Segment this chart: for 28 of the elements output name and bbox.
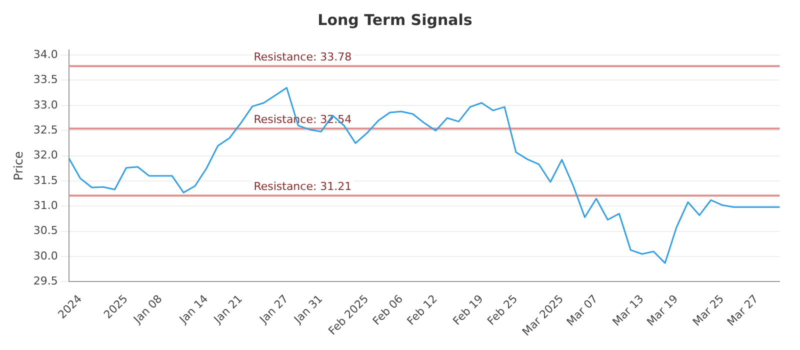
y-tick-label: 32.5 [33, 123, 58, 136]
x-tick-label: Mar 25 [690, 292, 726, 329]
y-tick-label: 31.5 [33, 174, 58, 187]
y-tick-label: 30.0 [33, 249, 58, 262]
y-tick-label: 32.0 [33, 148, 58, 162]
x-tick-label: Mar 13 [610, 292, 646, 329]
y-tick-label: 31.0 [33, 199, 58, 212]
ref-line-label: Resistance: 33.78 [254, 50, 352, 64]
x-tick-label: Mar 19 [644, 292, 681, 329]
x-tick-label: Feb 19 [450, 292, 486, 328]
y-tick-label: 34.0 [33, 48, 58, 61]
chart-title: Long Term Signals [318, 10, 472, 29]
x-tick-label: Mar 27 [724, 292, 761, 329]
x-tick-label: Jan 14 [176, 292, 211, 327]
y-tick-label: 33.0 [33, 98, 58, 112]
x-tick-label: Mar 07 [564, 292, 600, 329]
x-tick-label: Feb 25 [484, 292, 520, 328]
x-tick-label: Feb 12 [404, 292, 440, 328]
x-tick-label: Jan 27 [256, 292, 291, 327]
y-tick-label: 33.5 [33, 73, 58, 86]
x-tick-label: Jan 08 [130, 292, 165, 327]
x-tick-label: Feb 06 [370, 292, 406, 328]
ref-line-label: Resistance: 31.21 [254, 180, 352, 193]
y-tick-label: 29.5 [33, 274, 58, 288]
x-tick-label: Jan 21 [210, 292, 245, 327]
y-tick-label: 30.5 [33, 224, 58, 238]
y-axis-title: Price [11, 151, 26, 180]
x-tick-label: Jan 31 [290, 292, 326, 327]
